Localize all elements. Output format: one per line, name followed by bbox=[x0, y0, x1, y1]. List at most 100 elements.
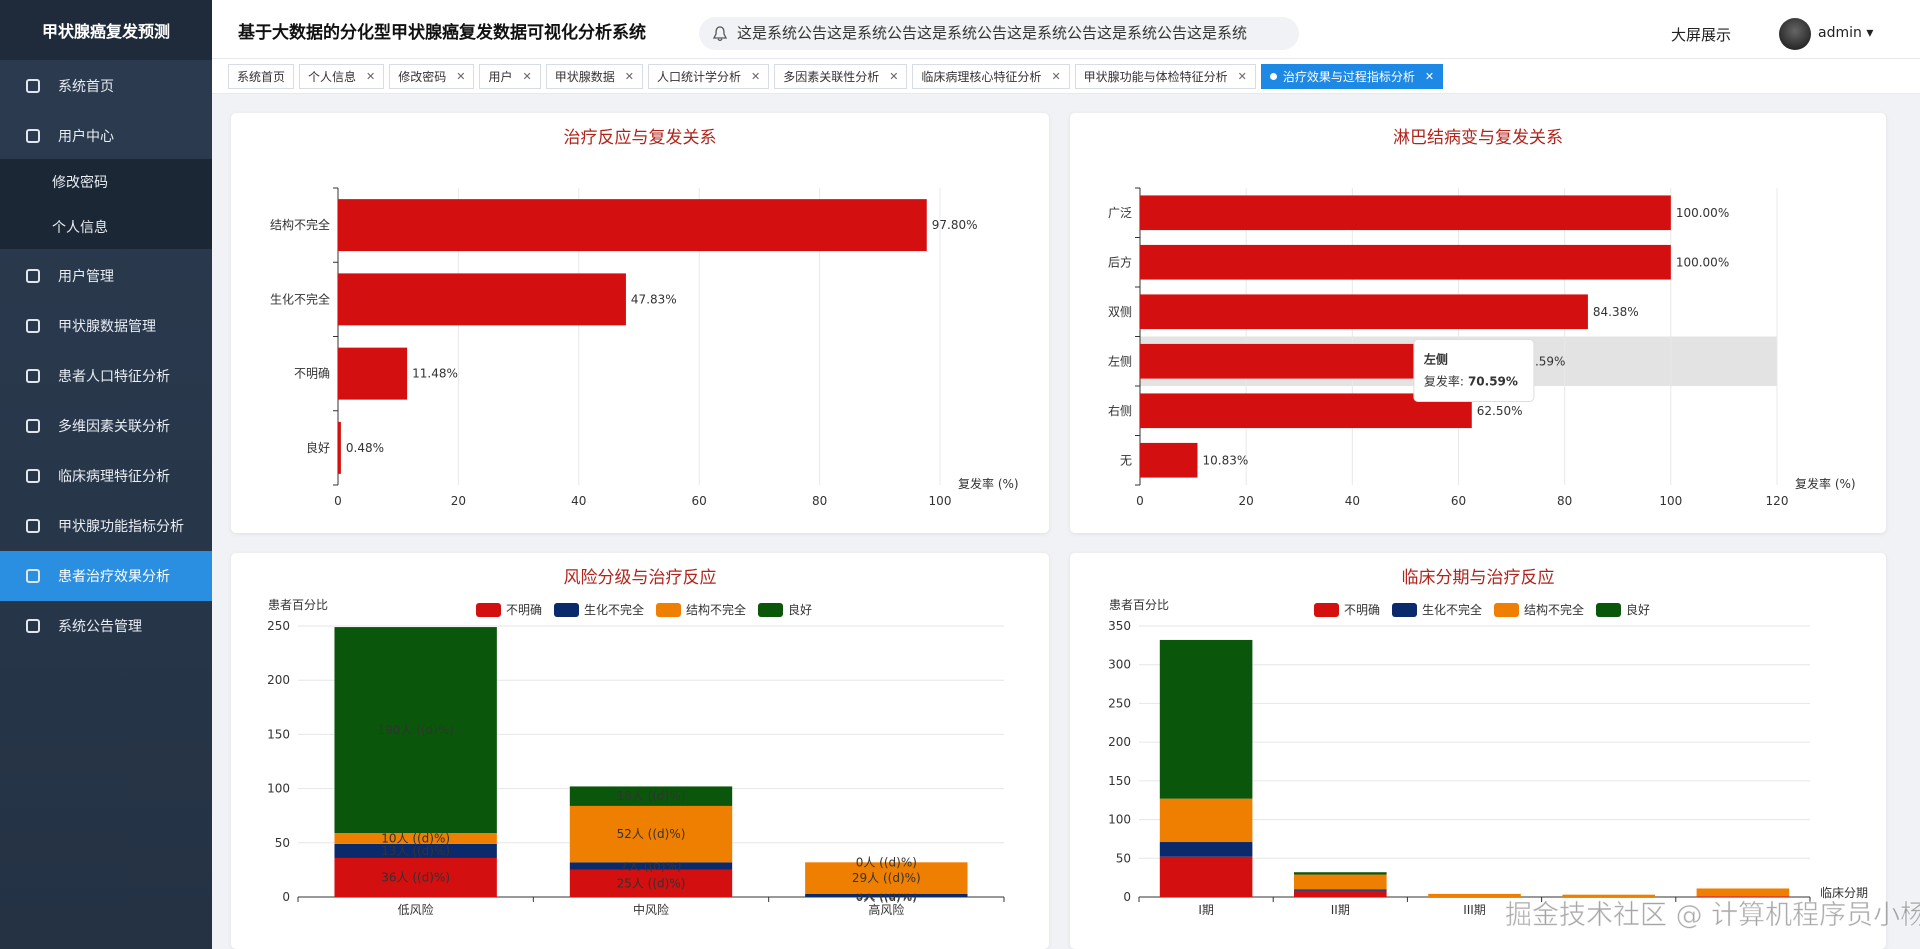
tab[interactable]: 治疗效果与过程指标分析 ✕ bbox=[1260, 63, 1444, 89]
tab[interactable]: 个人信息 ✕ bbox=[299, 63, 385, 89]
x-tick-label: 60 bbox=[692, 494, 707, 508]
legend-label: 不明确 bbox=[1344, 603, 1380, 617]
submenu-item[interactable]: 修改密码 bbox=[0, 159, 212, 204]
menu-label: 甲状腺数据管理 bbox=[58, 319, 156, 335]
menu-item[interactable]: 临床病理特征分析 bbox=[0, 451, 212, 501]
x-tick-label: I期 bbox=[1198, 903, 1214, 917]
bar-segment bbox=[1159, 639, 1253, 799]
value-label: 25人 ((d)%) bbox=[617, 876, 686, 890]
menu-label: 系统公告管理 bbox=[58, 619, 142, 635]
x-tick-label: III期 bbox=[1463, 903, 1486, 917]
menu-label: 用户中心 bbox=[58, 129, 114, 145]
bar bbox=[1140, 195, 1671, 231]
bar-segment bbox=[334, 627, 497, 834]
tab[interactable]: 用户 ✕ bbox=[479, 63, 541, 89]
user-name: admin bbox=[1818, 25, 1862, 41]
menu-item[interactable]: 甲状腺数据管理 bbox=[0, 301, 212, 351]
header-title: 基于大数据的分化型甲状腺癌复发数据可视化分析系统 bbox=[238, 23, 646, 43]
value-label: 36人 ((d)%) bbox=[381, 870, 450, 884]
user-menu[interactable]: admin ▾ bbox=[1818, 25, 1874, 41]
bar-segment bbox=[569, 869, 733, 897]
chart-card: 临床分期与治疗反应 患者百分比 不明确 生化不完全 结构不完全 良好 0 50 100 150 20… bbox=[1070, 553, 1886, 949]
y-tick-label: 不明确 bbox=[294, 367, 330, 381]
tab-label: 治疗效果与过程指标分析 bbox=[1282, 69, 1415, 84]
legend-swatch bbox=[1494, 603, 1519, 617]
menu-label: 用户管理 bbox=[58, 269, 114, 285]
avatar[interactable] bbox=[1779, 18, 1811, 50]
x-tick-label: 40 bbox=[1345, 494, 1360, 508]
legend-label: 良好 bbox=[1626, 602, 1650, 617]
menu-label: 甲状腺功能指标分析 bbox=[58, 519, 184, 535]
menu-item[interactable]: 用户中心 bbox=[0, 111, 212, 161]
menu-item[interactable]: 多维因素关联分析 bbox=[0, 401, 212, 451]
y-axis-title: 患者百分比 bbox=[268, 598, 328, 612]
y-tick-label: 300 bbox=[1108, 658, 1131, 672]
tab-close[interactable]: ✕ bbox=[889, 69, 899, 83]
bar bbox=[1140, 442, 1198, 478]
menu-item[interactable]: 系统公告管理 bbox=[0, 601, 212, 651]
bar-segment bbox=[805, 862, 968, 894]
legend-label: 结构不完全 bbox=[686, 602, 746, 617]
bar-segment bbox=[1696, 888, 1790, 897]
tab[interactable]: 修改密码 ✕ bbox=[389, 63, 475, 89]
tab-close[interactable]: ✕ bbox=[456, 69, 466, 83]
x-tick-label: 80 bbox=[812, 494, 827, 508]
tab-close[interactable]: ✕ bbox=[1051, 69, 1061, 83]
y-tick-label: 150 bbox=[267, 727, 290, 741]
tab-close[interactable]: ✕ bbox=[522, 69, 532, 83]
legend-swatch bbox=[554, 603, 579, 617]
tab-close[interactable]: ✕ bbox=[366, 69, 376, 83]
tab-label: 甲状腺功能与体检特征分析 bbox=[1083, 69, 1228, 84]
menu-label: 系统首页 bbox=[58, 79, 114, 95]
tab[interactable]: 甲状腺功能与体检特征分析 ✕ bbox=[1074, 63, 1256, 89]
tab[interactable]: 系统首页 bbox=[228, 63, 295, 89]
menu-item[interactable]: 系统首页 bbox=[0, 61, 212, 111]
tab[interactable]: 甲状腺数据 ✕ bbox=[545, 63, 643, 89]
x-tick-label: 40 bbox=[571, 494, 586, 508]
tooltip-box bbox=[1413, 339, 1535, 402]
menu-icon bbox=[26, 519, 40, 533]
tab-label: 人口统计学分析 bbox=[656, 69, 741, 84]
y-tick-label: 右侧 bbox=[1108, 403, 1132, 418]
submenu-item[interactable]: 个人信息 bbox=[0, 204, 212, 249]
bar-segment bbox=[1159, 856, 1253, 897]
menu-item[interactable]: 患者治疗效果分析 bbox=[0, 551, 212, 601]
menu-item[interactable]: 甲状腺功能指标分析 bbox=[0, 501, 212, 551]
value-label: 97.80% bbox=[932, 218, 978, 232]
bar-segment bbox=[334, 857, 497, 897]
x-tick-label: 高风险 bbox=[868, 902, 904, 917]
tab-close[interactable]: ✕ bbox=[624, 69, 634, 83]
tab-close[interactable]: ✕ bbox=[750, 69, 761, 83]
tab-close[interactable]: ✕ bbox=[1424, 69, 1435, 83]
value-label: 62.50% bbox=[1477, 404, 1523, 418]
menu-label: 患者治疗效果分析 bbox=[58, 569, 170, 585]
y-tick-label: 200 bbox=[1108, 735, 1131, 749]
tab-label: 修改密码 bbox=[398, 69, 447, 84]
value-label: 10人 ((d)%) bbox=[381, 831, 450, 845]
header: 基于大数据的分化型甲状腺癌复发数据可视化分析系统 这是系统公告这是系统公告这是系… bbox=[212, 0, 1920, 58]
menu-item[interactable]: 患者人口特征分析 bbox=[0, 351, 212, 401]
notice-bar[interactable]: 这是系统公告这是系统公告这是系统公告这是系统公告这是系统公告这是系统 bbox=[699, 17, 1299, 50]
menu-icon bbox=[26, 269, 40, 283]
tab[interactable]: 人口统计学分析 ✕ bbox=[647, 63, 770, 89]
tab[interactable]: 多因素关联性分析 ✕ bbox=[774, 63, 908, 89]
y-tick-label: 广泛 bbox=[1108, 206, 1132, 220]
value-label: 29人 ((d)%) bbox=[852, 871, 921, 885]
watermark: 掘金技术社区 @ 计算机程序员小杨 bbox=[1504, 900, 1920, 932]
bar bbox=[338, 273, 626, 326]
menu-icon bbox=[26, 79, 40, 93]
screen-button[interactable]: 大屏展示 bbox=[1671, 24, 1731, 45]
legend-swatch bbox=[656, 603, 681, 617]
bar bbox=[338, 421, 341, 474]
menu-item[interactable]: 用户管理 bbox=[0, 251, 212, 301]
tab-close[interactable]: ✕ bbox=[1237, 69, 1247, 83]
x-tick-label: 120 bbox=[1766, 494, 1789, 508]
menu-icon bbox=[26, 129, 40, 143]
tab[interactable]: 临床病理核心特征分析 ✕ bbox=[912, 63, 1070, 89]
tab-label: 临床病理核心特征分析 bbox=[921, 69, 1042, 84]
bar-segment bbox=[1159, 842, 1253, 857]
submenu-label: 修改密码 bbox=[52, 174, 108, 191]
chart-title: 临床分期与治疗反应 bbox=[1402, 568, 1555, 588]
menu-icon bbox=[26, 369, 40, 383]
